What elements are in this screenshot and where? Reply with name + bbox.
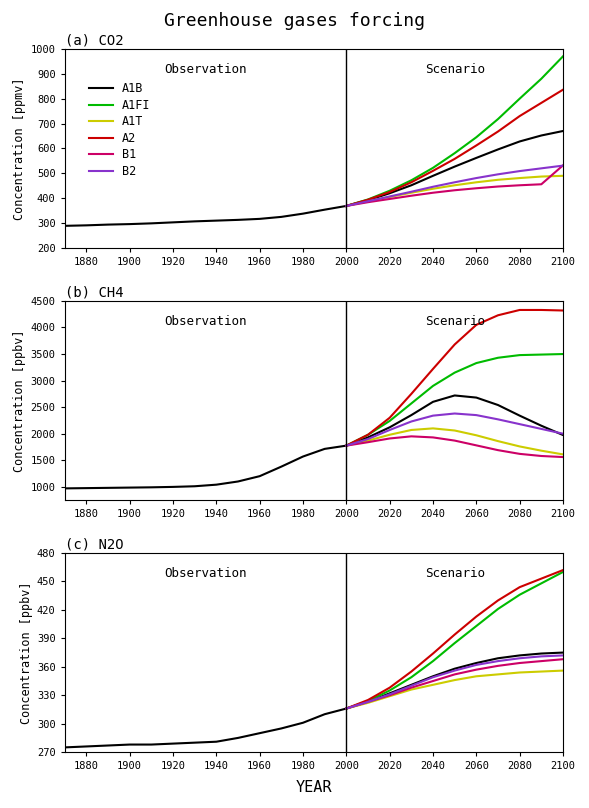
X-axis label: YEAR: YEAR <box>296 780 332 794</box>
Text: Observation: Observation <box>164 315 247 328</box>
Legend: A1B, A1FI, A1T, A2, B1, B2: A1B, A1FI, A1T, A2, B1, B2 <box>85 78 154 182</box>
Text: Scenario: Scenario <box>425 315 485 328</box>
Text: Scenario: Scenario <box>425 567 485 580</box>
Text: Observation: Observation <box>164 567 247 580</box>
Y-axis label: Concentration [ppmv]: Concentration [ppmv] <box>14 78 27 220</box>
Text: (a) CO2: (a) CO2 <box>65 34 123 48</box>
Text: Scenario: Scenario <box>425 63 485 76</box>
Text: Greenhouse gases forcing: Greenhouse gases forcing <box>164 12 425 30</box>
Text: Observation: Observation <box>164 63 247 76</box>
Text: (b) CH4: (b) CH4 <box>65 286 123 300</box>
Y-axis label: Concentration [ppbv]: Concentration [ppbv] <box>14 329 27 472</box>
Text: (c) N2O: (c) N2O <box>65 538 123 552</box>
Y-axis label: Concentration [ppbv]: Concentration [ppbv] <box>20 581 33 724</box>
